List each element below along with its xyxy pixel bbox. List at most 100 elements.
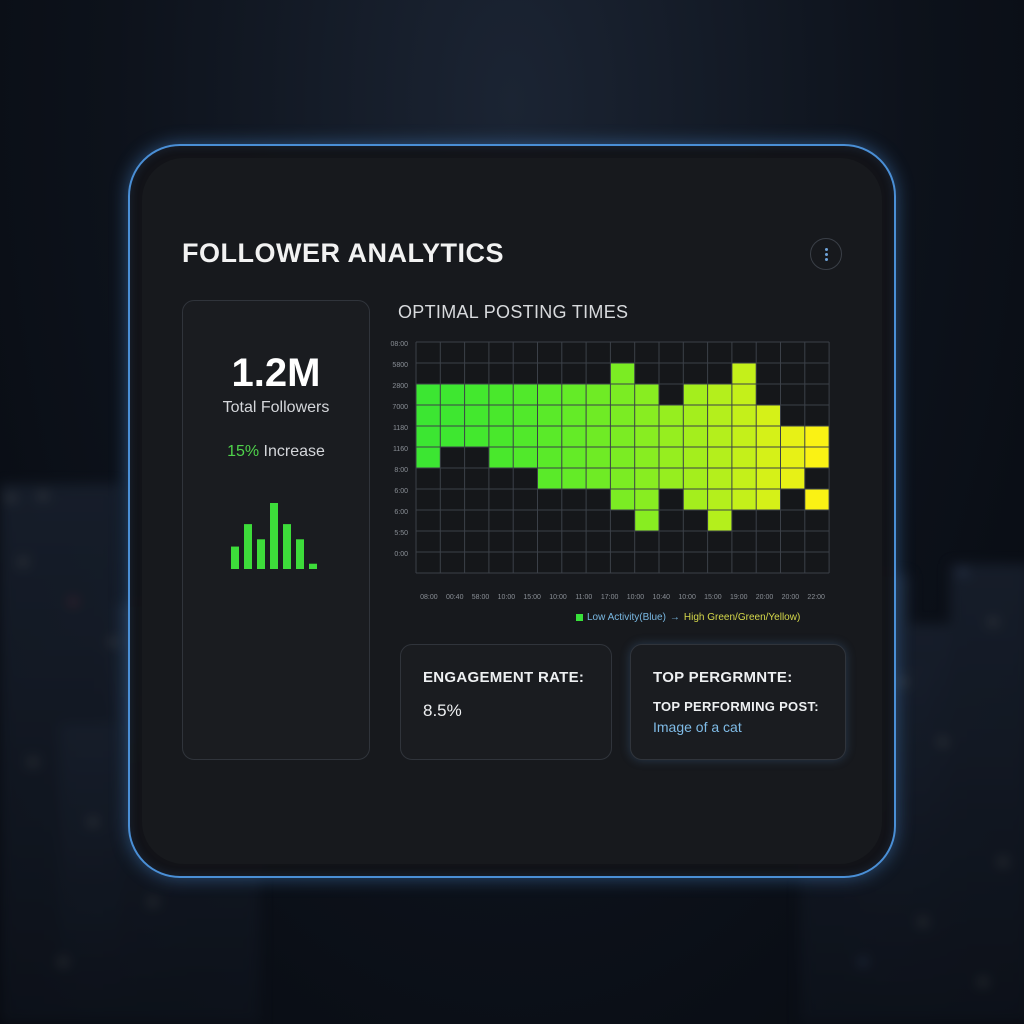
window-light	[960, 570, 966, 574]
engagement-rate-value: 8.5%	[423, 701, 462, 720]
x-tick-label: 58:00	[472, 594, 490, 601]
heatmap-cell	[610, 384, 635, 405]
heatmap-cell	[561, 468, 587, 489]
heatmap-cell	[513, 405, 538, 426]
x-tick-label: 10:00	[678, 594, 696, 601]
mini-bar	[257, 539, 265, 569]
heatmap-cell	[756, 468, 781, 489]
heatmap-cell	[634, 468, 659, 489]
more-options-button[interactable]	[810, 238, 842, 270]
heatmap-cell	[464, 426, 489, 447]
heatmap-cell	[537, 426, 562, 447]
x-tick-label: 15:00	[523, 594, 541, 601]
heatmap-cell	[683, 489, 708, 510]
followers-mini-bar-chart	[231, 503, 317, 569]
y-tick-label: 2800	[392, 383, 408, 390]
x-tick-label: 10:00	[549, 594, 567, 601]
heatmap-cell	[756, 489, 781, 510]
y-tick-label: 5800	[392, 362, 408, 369]
heatmap-cell	[586, 426, 611, 447]
window-light	[60, 960, 66, 964]
heatmap-cell	[610, 363, 635, 384]
heatmap-cell	[537, 384, 562, 405]
y-tick-label: 08:00	[390, 341, 408, 348]
top-post-link[interactable]: Image of a cat	[653, 719, 742, 735]
heatmap-cell	[416, 384, 441, 405]
y-tick-label: 7000	[392, 404, 408, 411]
heatmap-cell	[659, 405, 684, 426]
x-tick-label: 15:00	[704, 594, 722, 601]
heatmap-cell	[513, 447, 538, 468]
heatmap-cell	[659, 447, 684, 468]
y-tick-label: 0:00	[394, 551, 408, 558]
heatmap-cell	[561, 384, 587, 405]
heatmap-cell	[707, 468, 732, 489]
heatmap-cell	[780, 468, 805, 489]
heatmap-cell	[610, 468, 635, 489]
heatmap-cell	[683, 426, 708, 447]
heatmap-cell	[804, 426, 830, 447]
y-tick-label: 1180	[393, 425, 408, 432]
increase-label: Increase	[263, 443, 325, 460]
heatmap-cell	[586, 384, 611, 405]
y-tick-label: 6:00	[394, 509, 408, 516]
heatmap-cell	[804, 447, 830, 468]
window-light	[40, 494, 46, 498]
heatmap-cell	[756, 405, 781, 426]
legend-swatch	[576, 614, 583, 621]
heatmap-cell	[416, 447, 441, 468]
heatmap-cell	[731, 405, 757, 426]
heatmap-cell	[731, 489, 757, 510]
heatmap-cell	[513, 426, 538, 447]
y-tick-label: 8:00	[394, 467, 408, 474]
top-performance-label: TOP PERGRMNTE:	[653, 669, 793, 686]
mini-bar	[296, 539, 304, 569]
heatmap-cell	[707, 384, 732, 405]
increase-percent: 15%	[227, 443, 260, 460]
window-light	[30, 760, 36, 764]
heatmap-cell	[731, 447, 757, 468]
mini-bar	[283, 524, 291, 569]
heatmap-cell	[634, 447, 659, 468]
total-followers-label: Total Followers	[222, 399, 330, 416]
window-light	[940, 740, 946, 744]
posting-times-heatmap: 08:00 5800 2800 7000 1180 1160 8:00 6:00 6:00 5:5…	[390, 341, 830, 601]
x-tick-label: 11:00	[575, 594, 592, 601]
heatmap-cell	[537, 405, 562, 426]
x-tick-label: 20:00	[782, 594, 800, 601]
window-light	[990, 620, 996, 624]
window-light	[920, 920, 926, 924]
heatmap-cell	[634, 489, 659, 510]
heatmap-cell	[731, 384, 757, 405]
heatmap-cell	[756, 447, 781, 468]
heatmap-legend: Low Activity(Blue) → High Green/Green/Ye…	[576, 612, 800, 623]
heatmap-cell	[610, 489, 635, 510]
x-tick-label: 17:00	[601, 594, 619, 601]
heatmap-cell	[780, 447, 805, 468]
heatmap-cell	[488, 405, 514, 426]
heatmap-cell	[610, 405, 635, 426]
mini-bar	[270, 503, 278, 569]
heatmap-cell	[683, 405, 708, 426]
legend-low-label: Low Activity(Blue)	[587, 612, 666, 623]
heatmap-cell	[634, 426, 659, 447]
heatmap-cell	[488, 447, 514, 468]
heatmap-cell	[537, 447, 562, 468]
heatmap-cell	[416, 405, 441, 426]
window-light	[110, 640, 116, 644]
x-tick-label: 10:40	[653, 594, 671, 601]
heatmap-cell	[683, 447, 708, 468]
page-title: FOLLOWER ANALYTICS	[182, 238, 504, 268]
heatmap-cell	[659, 426, 684, 447]
heatmap-cell	[610, 426, 635, 447]
posting-times-title: OPTIMAL POSTING TIMES	[398, 302, 629, 322]
heatmap-cell	[464, 384, 489, 405]
heatmap-cell	[440, 405, 465, 426]
heatmap-cell	[683, 384, 708, 405]
x-tick-label: 19:00	[730, 594, 748, 601]
window-light	[860, 960, 866, 964]
heatmap-cell	[610, 447, 635, 468]
window-light	[900, 680, 906, 684]
heatmap-cell	[731, 363, 757, 384]
window-light	[1000, 860, 1006, 864]
